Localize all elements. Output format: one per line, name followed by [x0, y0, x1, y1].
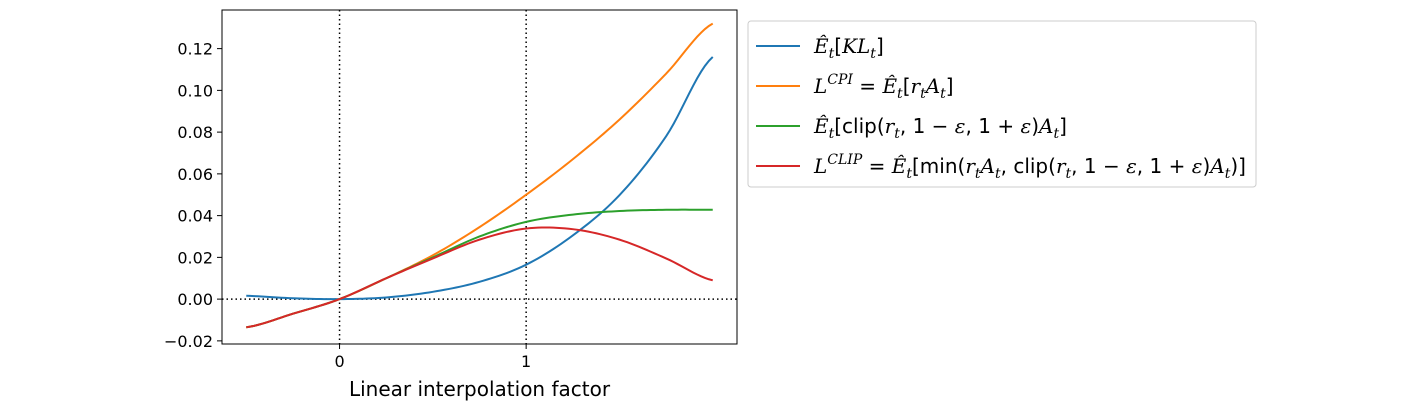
- y-tick-label-6: 0.10: [177, 81, 213, 100]
- legend-label-kl: Êt[KLt]: [813, 34, 884, 62]
- y-tick-label-2: 0.02: [177, 248, 213, 267]
- legend-label-clip-obj: Êt[clip(rt, 1 − ε, 1 + ε)At]: [813, 114, 1067, 142]
- series-kl-line: [246, 56, 714, 301]
- y-tick-label-4: 0.06: [177, 165, 213, 184]
- legend-label-lclip: LCLIP = Êt[min(rtAt, clip(rt, 1 − ε, 1 +…: [813, 152, 1246, 182]
- y-tick-label-3: 0.04: [177, 207, 213, 226]
- legend-label-cpi: LCPI = Êt[rtAt]: [813, 72, 954, 102]
- legend: Êt[KLt] LCPI = Êt[rtAt] Êt[clip(rt, 1 − …: [747, 20, 1257, 188]
- y-tick-label-1: 0.00: [177, 290, 213, 309]
- y-tick-label-7: 0.12: [177, 40, 213, 59]
- plot-area: [222, 10, 737, 344]
- y-tick-label-5: 0.08: [177, 123, 213, 142]
- x-tick-label-1: 1: [521, 352, 531, 371]
- y-axis: −0.02 0.00 0.02 0.04 0.06 0.08 0.10 0.12: [164, 40, 222, 351]
- legend-frame: [747, 20, 1257, 188]
- y-tick-label-0: −0.02: [164, 332, 213, 351]
- plot-frame: [221, 9, 738, 345]
- series-lclip-line: [246, 226, 714, 329]
- x-axis-label: Linear interpolation factor: [349, 377, 611, 401]
- x-tick-label-0: 0: [334, 352, 344, 371]
